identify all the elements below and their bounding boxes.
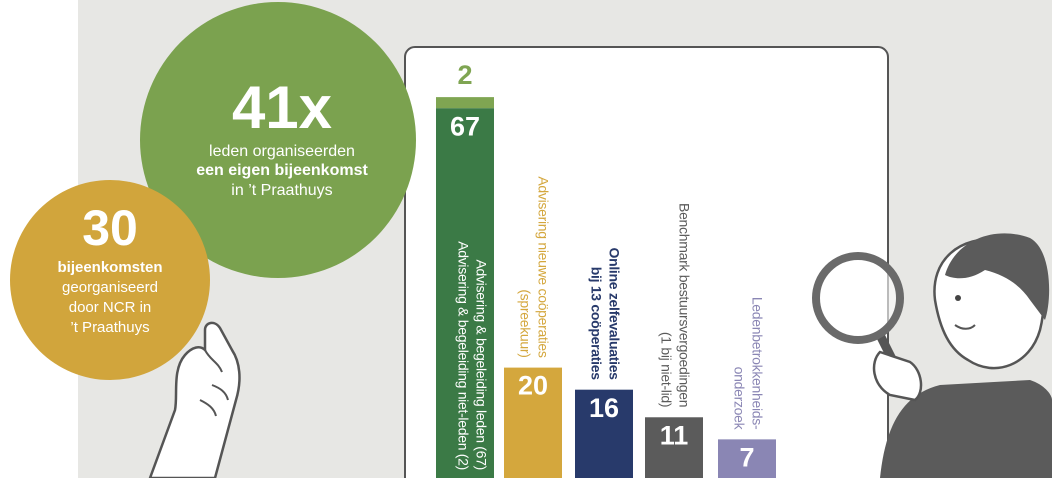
bar-label: onderzoek: [731, 367, 747, 431]
text-part: door NCR in: [69, 299, 152, 316]
circle-text: door NCR in: [69, 299, 152, 316]
magnifier: [816, 256, 900, 340]
bar-label: (spreekuur): [517, 289, 533, 357]
value-label: 7: [739, 442, 754, 472]
bar-label: Advisering nieuwe coöperaties: [535, 176, 551, 357]
value-label: 16: [589, 393, 619, 423]
big-number: 41x: [232, 74, 332, 141]
big-number: 30: [82, 200, 138, 256]
eye: [955, 295, 961, 301]
value-label: 20: [518, 371, 548, 401]
bar-label: Benchmark bestuursvergoedingen: [676, 203, 692, 407]
value-label: 2: [457, 60, 472, 90]
circle-text: in ’t Praathuys: [231, 182, 332, 199]
bar-label: (1 bij niet-lid): [658, 332, 674, 407]
bar-label: Advisering & begeleiding leden (67): [473, 259, 489, 470]
bar-label: Online zelfevaluaties: [606, 247, 622, 380]
circle-text: bijeenkomsten: [57, 259, 162, 276]
bar-label: bij 13 coöperaties: [588, 267, 604, 380]
text-part: in ’t Praathuys: [231, 182, 332, 199]
text-part: een: [196, 162, 228, 179]
infographic: 41x leden organiseerden een eigen bijeen…: [0, 0, 1052, 478]
bar-label: Ledenbetrokkenheids-: [749, 297, 765, 430]
text-part: georganiseerd: [62, 279, 158, 296]
text-part: leden organiseerden: [209, 143, 355, 160]
value-label: 11: [660, 420, 689, 450]
bar-label: Advisering & begeleiding niet-leden (2): [455, 241, 471, 470]
circle-text: een eigen bijeenkomst: [196, 162, 368, 179]
text-part: bijeenkomsten: [57, 259, 162, 276]
circle-text: georganiseerd: [62, 279, 158, 296]
text-part: ’t Praathuys: [70, 319, 149, 336]
text-part: eigen bijeenkomst: [228, 162, 368, 179]
bar-segment: [436, 97, 494, 108]
value-label: 67: [450, 111, 480, 141]
circle-text: ’t Praathuys: [70, 319, 149, 336]
circle-text: leden organiseerden: [209, 143, 355, 160]
